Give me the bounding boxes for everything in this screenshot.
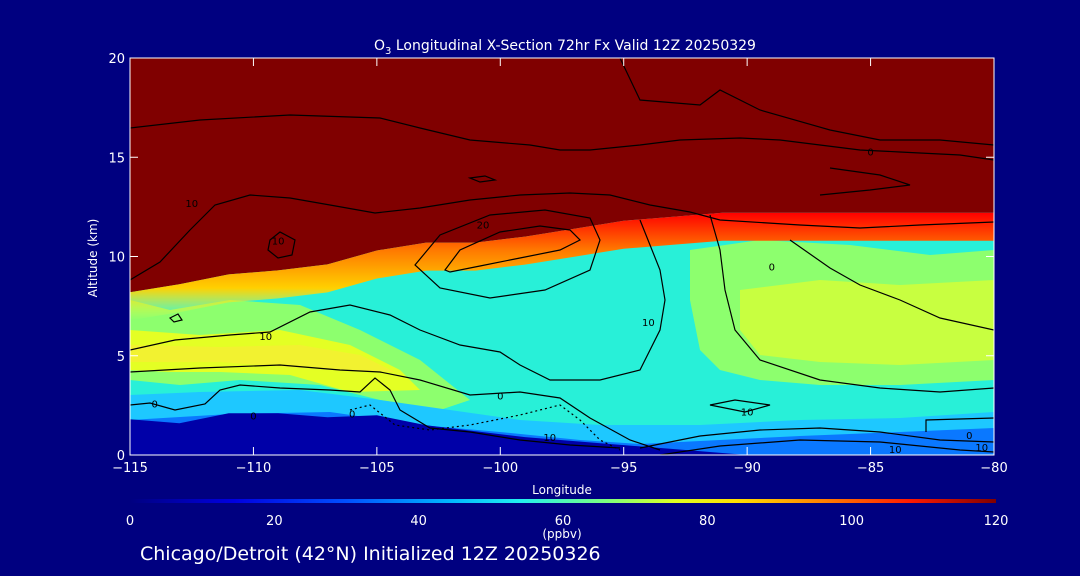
contour-line xyxy=(414,209,601,299)
contour-line xyxy=(709,214,994,393)
contour-line xyxy=(925,417,994,432)
contour-label: 10 xyxy=(975,443,988,454)
contour-line xyxy=(130,364,661,451)
contour-line xyxy=(130,192,994,281)
contour-line xyxy=(659,439,994,455)
contour-line xyxy=(619,58,994,146)
contour-line xyxy=(168,313,183,323)
x-tick-label: −115 xyxy=(112,461,148,476)
contour-label: 10 xyxy=(543,433,556,444)
y-axis-label: Altitude (km) xyxy=(86,219,100,298)
x-axis-label: Longitude xyxy=(532,483,592,497)
contour-line xyxy=(639,427,994,449)
colorbar-tick-label: 20 xyxy=(266,514,283,529)
x-tick-label: −80 xyxy=(980,461,1007,476)
title-species: O xyxy=(374,38,385,54)
colorbar-tick-label: 120 xyxy=(984,514,1009,529)
contour-line xyxy=(349,404,621,451)
contour-label: 0 xyxy=(497,391,503,402)
colorbar-tick-label: 0 xyxy=(126,514,134,529)
y-tick-label: 15 xyxy=(108,151,125,166)
chart-title: O3 Longitudinal X-Section 72hr Fx Valid … xyxy=(374,38,756,57)
y-tick-label: 5 xyxy=(117,350,125,365)
colorbar-tick-label: 40 xyxy=(410,514,427,529)
contour-line xyxy=(819,167,911,196)
contour-label: 10 xyxy=(185,199,198,210)
contour-lines xyxy=(130,58,994,455)
contour-line xyxy=(130,114,994,161)
contour-label: 10 xyxy=(259,332,272,343)
tropopause-transition xyxy=(130,212,994,321)
contour-label: 0 xyxy=(152,399,158,410)
y-tick-label: 10 xyxy=(108,251,125,266)
field-yellow-band xyxy=(130,345,395,372)
colorbar xyxy=(130,499,996,503)
contour-line xyxy=(267,231,296,259)
colorbar-unit-label: (ppbv) xyxy=(542,527,581,541)
contour-label: 20 xyxy=(477,221,490,232)
contour-line xyxy=(789,239,994,331)
colorbar-tick-label: 100 xyxy=(839,514,864,529)
x-tick-label: −95 xyxy=(610,461,637,476)
y-tick-label: 20 xyxy=(108,52,125,67)
contour-label: 0 xyxy=(349,409,355,420)
contour-line xyxy=(444,225,582,273)
x-tick-label: −100 xyxy=(482,461,518,476)
contour-label: 10 xyxy=(642,318,655,329)
contour-label: 10 xyxy=(272,237,285,248)
x-tick-label: −85 xyxy=(857,461,884,476)
contour-label: 0 xyxy=(966,431,972,442)
title-rest: Longitudinal X-Section 72hr Fx Valid 12Z… xyxy=(391,38,756,54)
contour-label: 10 xyxy=(741,407,754,418)
contour-label: 10 xyxy=(889,445,902,456)
title-species-subscript: 3 xyxy=(385,46,391,57)
terrain-mask xyxy=(130,413,994,455)
contour-line xyxy=(467,175,498,183)
field-yellow-east xyxy=(740,280,994,365)
x-axis: −115 −110 −105 −100 −95 −90 −85 −80 xyxy=(112,58,1008,476)
contour-label: 0 xyxy=(769,262,775,273)
y-axis: 0 5 10 15 20 xyxy=(108,52,994,464)
contour-line xyxy=(130,219,666,381)
x-tick-label: −90 xyxy=(733,461,760,476)
contour-label: 0 xyxy=(867,147,873,158)
contour-line xyxy=(130,377,621,449)
colorbar-tick-label: 80 xyxy=(699,514,716,529)
footer-caption: Chicago/Detroit (42°N) Initialized 12Z 2… xyxy=(140,543,601,565)
contour-label: 0 xyxy=(250,411,256,422)
colorbar-tick-label: 60 xyxy=(555,514,572,529)
contour-line xyxy=(709,399,771,413)
y-tick-label: 0 xyxy=(117,449,125,464)
colorbar-axis: 0 20 40 60 80 100 120 xyxy=(126,514,1009,529)
x-tick-label: −105 xyxy=(359,461,395,476)
x-tick-label: −110 xyxy=(236,461,272,476)
